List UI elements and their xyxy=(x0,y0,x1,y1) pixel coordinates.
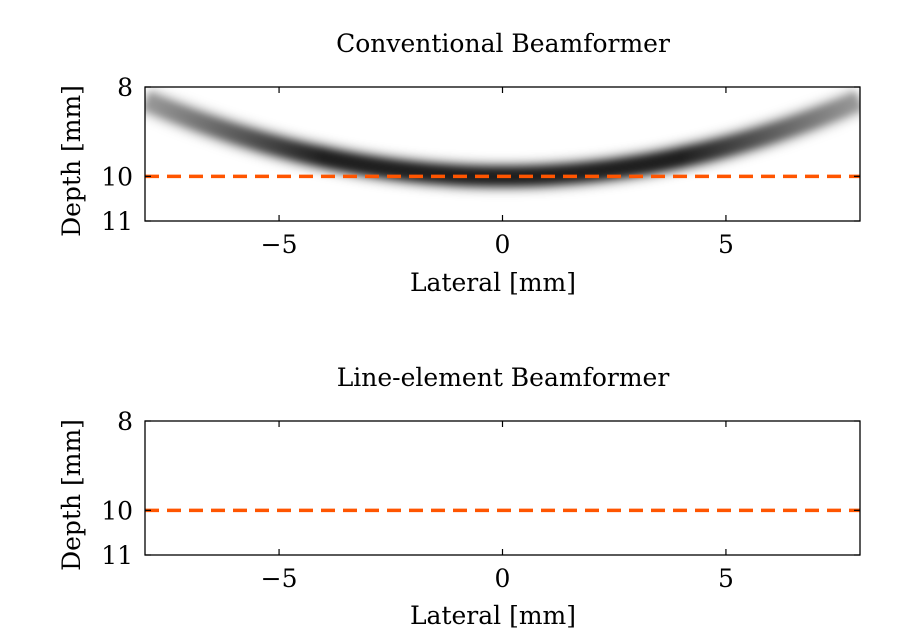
plot-area xyxy=(144,86,861,222)
x-tick-label: 5 xyxy=(718,230,734,259)
band-edge-fade xyxy=(145,421,860,555)
panel-title: Line-element Beamformer xyxy=(337,363,670,392)
y-tick-label: 10 xyxy=(101,162,133,191)
y-axis-label: Depth [mm] xyxy=(57,419,86,571)
band-edge-fade xyxy=(145,87,860,221)
x-axis-label: Lateral [mm] xyxy=(410,601,576,630)
x-tick-label: 5 xyxy=(718,564,734,593)
x-ticks: −5 0 5 xyxy=(261,421,734,593)
intensity-band xyxy=(145,87,860,221)
y-ticks: 8 10 11 xyxy=(101,73,860,236)
x-ticks: −5 0 5 xyxy=(261,87,734,259)
y-tick-label: 8 xyxy=(117,407,133,436)
y-ticks: 8 10 11 xyxy=(101,407,860,570)
y-tick-label: 10 xyxy=(101,496,133,525)
panel-line-element: Line-element Beamformer −5 0 5 8 10 11 Later… xyxy=(57,363,861,630)
panel-conventional: Conventional Beamformer −5 0 5 8 10 11 Later… xyxy=(57,29,861,297)
y-axis-label: Depth [mm] xyxy=(57,85,86,237)
x-axis-label: Lateral [mm] xyxy=(410,268,576,297)
x-tick-label: 0 xyxy=(495,230,511,259)
panel-title: Conventional Beamformer xyxy=(336,29,670,58)
x-tick-label: −5 xyxy=(261,230,298,259)
y-tick-label: 8 xyxy=(117,73,133,102)
y-tick-label: 11 xyxy=(101,207,133,236)
y-tick-label: 11 xyxy=(101,541,133,570)
plot-area xyxy=(144,420,861,556)
intensity-band xyxy=(145,421,860,555)
x-tick-label: −5 xyxy=(261,564,298,593)
x-tick-label: 0 xyxy=(495,564,511,593)
